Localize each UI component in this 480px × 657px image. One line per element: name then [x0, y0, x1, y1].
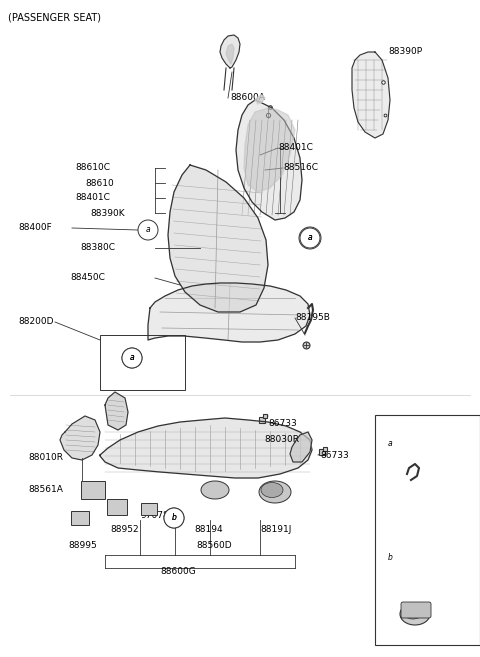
- FancyBboxPatch shape: [107, 499, 127, 515]
- Text: 88610C: 88610C: [75, 164, 110, 173]
- Text: 88010R: 88010R: [28, 453, 63, 463]
- Text: b: b: [171, 514, 177, 522]
- Text: (PASSENGER SEAT): (PASSENGER SEAT): [8, 12, 101, 22]
- Polygon shape: [352, 52, 390, 138]
- Bar: [375, 415, 480, 645]
- Circle shape: [164, 508, 184, 528]
- Ellipse shape: [403, 605, 423, 619]
- Text: b: b: [387, 553, 393, 562]
- Polygon shape: [168, 165, 268, 312]
- Circle shape: [381, 434, 399, 452]
- Polygon shape: [255, 95, 265, 104]
- Circle shape: [122, 348, 142, 368]
- Text: 88627: 88627: [407, 438, 436, 447]
- FancyBboxPatch shape: [81, 481, 105, 499]
- Circle shape: [300, 228, 320, 248]
- Circle shape: [164, 508, 184, 528]
- Polygon shape: [148, 283, 310, 342]
- Text: 88030R: 88030R: [264, 436, 299, 445]
- Text: 88390K: 88390K: [90, 208, 125, 217]
- Text: 88627: 88627: [407, 426, 436, 434]
- Ellipse shape: [201, 481, 229, 499]
- Text: a: a: [130, 353, 134, 363]
- Circle shape: [381, 549, 399, 567]
- Text: a: a: [130, 353, 134, 363]
- FancyBboxPatch shape: [401, 602, 431, 618]
- Ellipse shape: [261, 482, 283, 497]
- Circle shape: [122, 348, 142, 368]
- Text: 88400F: 88400F: [18, 223, 52, 233]
- Text: 88401C: 88401C: [278, 143, 313, 152]
- Ellipse shape: [400, 603, 430, 625]
- Text: 88390P: 88390P: [388, 47, 422, 57]
- Text: 88995: 88995: [68, 541, 97, 549]
- Circle shape: [138, 220, 158, 240]
- Polygon shape: [60, 416, 100, 460]
- Text: 88509A: 88509A: [407, 553, 442, 562]
- Polygon shape: [220, 35, 240, 68]
- Polygon shape: [244, 108, 295, 192]
- Circle shape: [299, 227, 321, 249]
- Text: 86733: 86733: [320, 451, 349, 461]
- Text: b: b: [171, 514, 177, 522]
- Text: a: a: [308, 233, 312, 242]
- Polygon shape: [226, 44, 234, 64]
- Text: 88600G: 88600G: [160, 568, 196, 576]
- Text: 88600A: 88600A: [230, 93, 265, 102]
- Polygon shape: [236, 100, 302, 220]
- Polygon shape: [105, 392, 128, 430]
- Text: 88561A: 88561A: [28, 486, 63, 495]
- Text: 88952: 88952: [110, 526, 139, 535]
- Text: 88560D: 88560D: [196, 541, 232, 551]
- Text: a: a: [388, 438, 392, 447]
- Text: 88401C: 88401C: [75, 194, 110, 202]
- Bar: [100, 335, 185, 390]
- Text: 88380C: 88380C: [80, 244, 115, 252]
- Text: 88195B: 88195B: [295, 313, 330, 323]
- Text: 88450C: 88450C: [70, 273, 105, 283]
- Text: 88191J: 88191J: [260, 526, 291, 535]
- Text: 88194: 88194: [194, 526, 223, 535]
- Text: a: a: [146, 225, 150, 235]
- Text: 88200D: 88200D: [18, 317, 53, 327]
- Polygon shape: [290, 432, 312, 462]
- FancyBboxPatch shape: [141, 503, 157, 515]
- FancyBboxPatch shape: [71, 511, 89, 525]
- Text: 88516C: 88516C: [283, 164, 318, 173]
- Polygon shape: [100, 418, 312, 478]
- Text: 88610: 88610: [85, 179, 114, 187]
- Text: 88509A: 88509A: [407, 505, 442, 514]
- Text: a: a: [308, 233, 312, 242]
- Text: 97078: 97078: [140, 510, 169, 520]
- Text: 86733: 86733: [268, 420, 297, 428]
- Ellipse shape: [259, 481, 291, 503]
